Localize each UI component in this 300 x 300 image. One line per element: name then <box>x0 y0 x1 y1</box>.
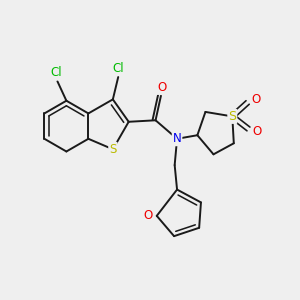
Text: Cl: Cl <box>50 67 62 80</box>
Text: O: O <box>252 94 261 106</box>
Text: S: S <box>109 143 116 156</box>
Text: S: S <box>228 110 236 123</box>
Text: N: N <box>173 132 182 145</box>
Text: O: O <box>253 125 262 138</box>
Text: Cl: Cl <box>112 62 124 75</box>
Text: O: O <box>144 209 153 222</box>
Text: O: O <box>157 81 166 94</box>
